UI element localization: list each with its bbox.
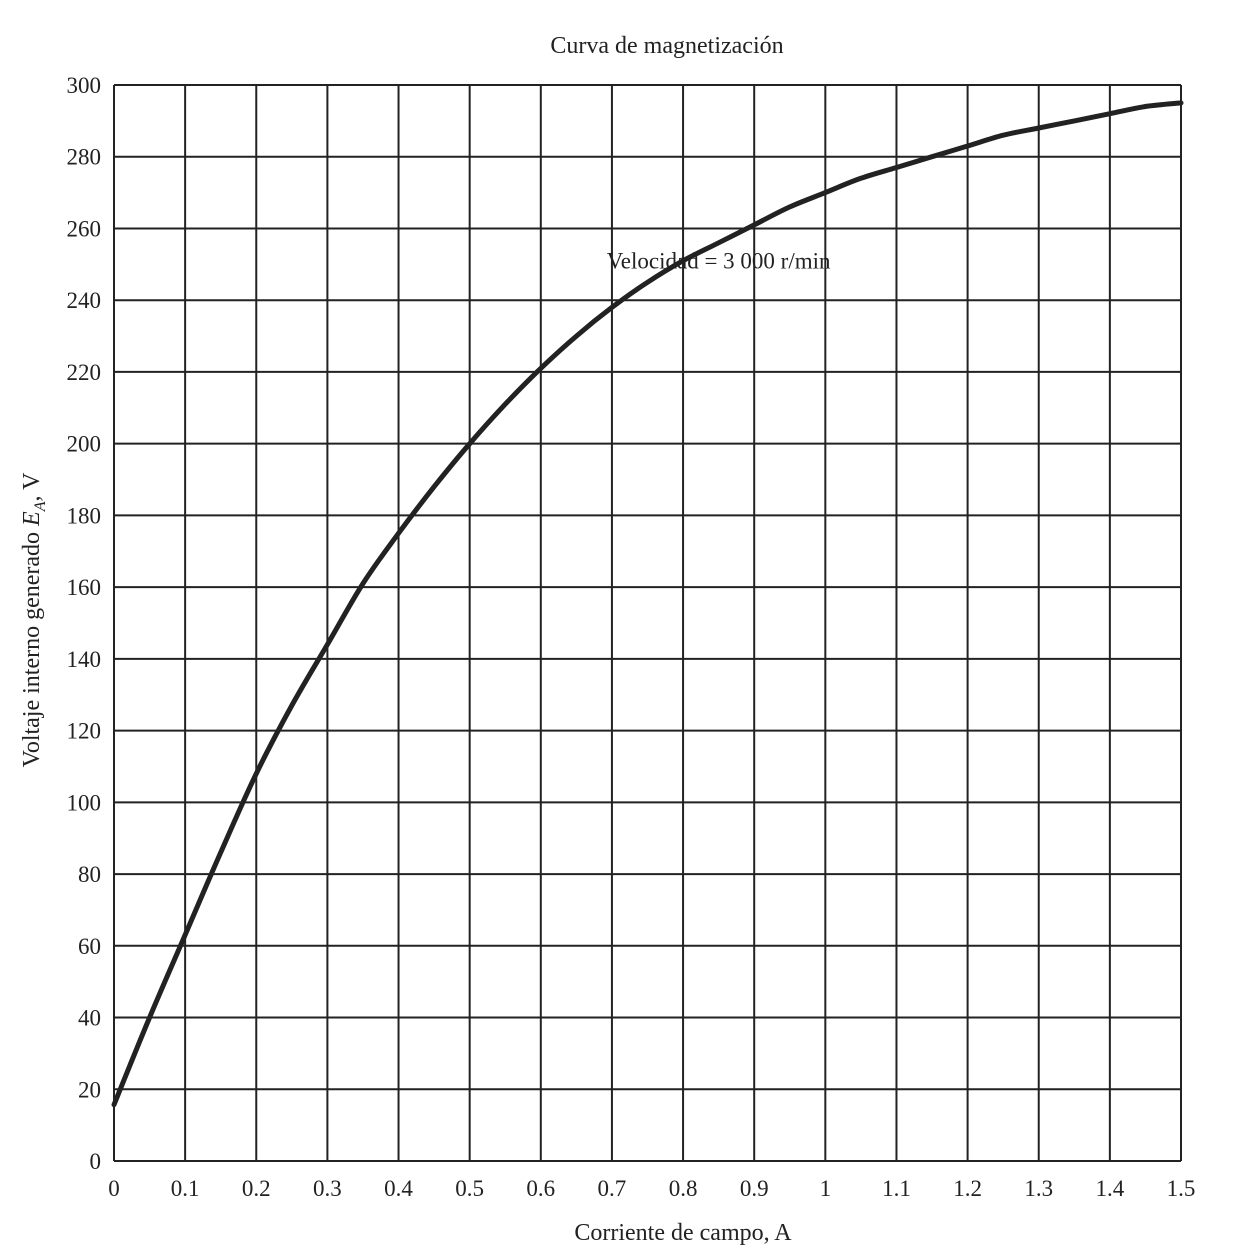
y-tick-label: 40 — [78, 1006, 101, 1031]
y-axis-label-symbol: E — [19, 511, 45, 527]
y-tick-label: 0 — [90, 1149, 102, 1174]
x-tick-label: 0 — [108, 1176, 120, 1201]
y-tick-label: 100 — [67, 790, 102, 815]
y-tick-label: 280 — [67, 145, 102, 170]
x-tick-label: 1.2 — [953, 1176, 982, 1201]
x-axis-label: Corriente de campo, A — [574, 1220, 792, 1246]
y-tick-label: 140 — [67, 647, 102, 672]
x-tick-label: 1.4 — [1095, 1176, 1124, 1201]
x-tick-label: 1.3 — [1024, 1176, 1053, 1201]
y-tick-label: 240 — [67, 288, 102, 313]
x-tick-label: 0.4 — [384, 1176, 413, 1201]
x-tick-label: 0.7 — [598, 1176, 627, 1201]
y-axis-label-subscript: A — [32, 501, 49, 512]
x-tick-label: 1.1 — [882, 1176, 911, 1201]
chart-title: Curva de magnetización — [550, 33, 783, 59]
x-tick-label: 0.8 — [669, 1176, 698, 1201]
y-tick-label: 80 — [78, 862, 101, 887]
grid — [113, 84, 1182, 1162]
x-tick-label: 0.2 — [242, 1176, 271, 1201]
y-axis-label-unit: , V — [19, 472, 45, 502]
y-tick-label: 60 — [78, 934, 101, 959]
y-tick-label: 220 — [67, 360, 102, 385]
y-tick-label: 20 — [78, 1077, 101, 1102]
speed-annotation: Velocidad = 3 000 r/min — [607, 249, 831, 274]
x-tick-label: 0.6 — [526, 1176, 555, 1201]
y-tick-label: 180 — [67, 503, 102, 528]
x-tick-label: 0.1 — [171, 1176, 200, 1201]
x-tick-label: 1 — [820, 1176, 832, 1201]
y-tick-label: 260 — [67, 216, 102, 241]
x-tick-label: 0.5 — [455, 1176, 484, 1201]
y-tick-label: 300 — [67, 73, 102, 98]
magnetization-curve — [111, 100, 1184, 1108]
x-tick-label: 1.5 — [1167, 1176, 1196, 1201]
y-axis-label-main: Voltaje interno generado — [19, 526, 45, 767]
x-tick-label: 0.3 — [313, 1176, 342, 1201]
y-axis-label: Voltaje interno generado EA, V — [19, 472, 49, 768]
y-tick-label: 200 — [67, 432, 102, 457]
y-tick-labels: 0 20 40 60 80 100 120 140 160 180 200 220 240 260 280 3… — [67, 73, 102, 1174]
y-tick-label: 120 — [67, 719, 102, 744]
x-tick-labels: 0 0.1 0.2 0.3 0.4 0.5 0.6 0.7 0.8 0.9 1 1.1 1.2 1.3 1.… — [108, 1176, 1195, 1201]
x-tick-label: 0.9 — [740, 1176, 769, 1201]
y-tick-label: 160 — [67, 575, 102, 600]
